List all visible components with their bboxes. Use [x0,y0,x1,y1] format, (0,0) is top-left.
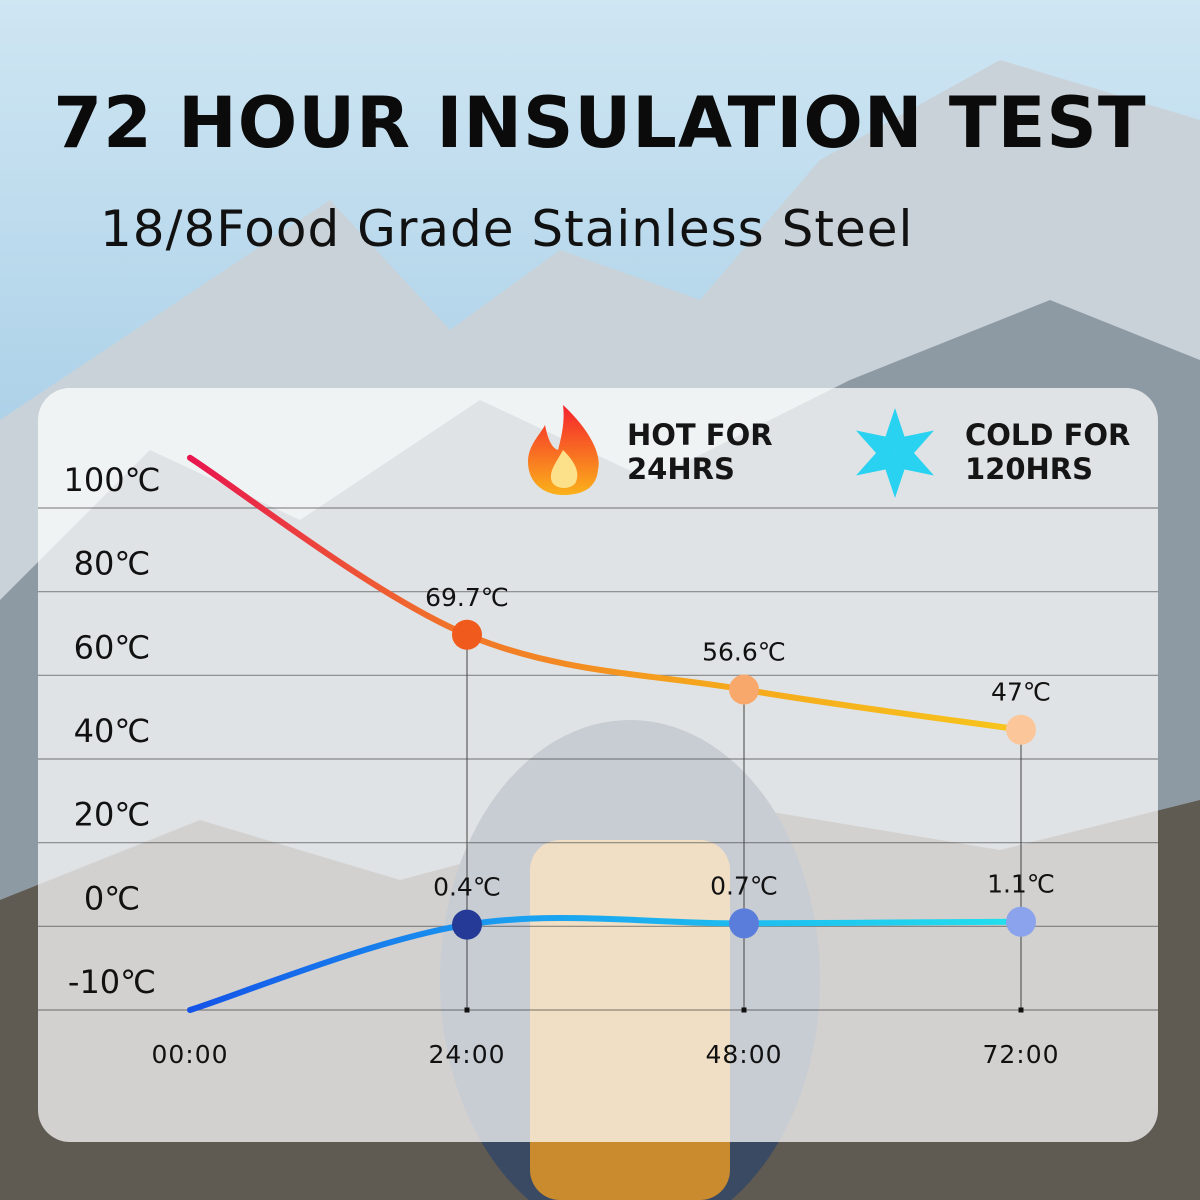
data-point [452,909,482,940]
data-label: 0.7℃ [710,871,778,900]
data-label: 1.1℃ [987,870,1055,899]
series-line [187,915,1024,1013]
legend-entry: HOT FOR 24HRS [627,418,773,486]
data-point [729,674,759,705]
y-tick-label: 0℃ [84,879,140,917]
x-tick-mark [464,1007,470,1013]
data-label: 69.7℃ [425,583,509,612]
data-label: 0.4℃ [433,873,501,902]
y-tick-label: 60℃ [74,628,151,666]
x-tick-label: 00:00 [151,1040,228,1069]
legend-entry: COLD FOR 120HRS [965,418,1131,486]
data-point [452,619,482,650]
x-tick-mark [1018,1007,1024,1013]
data-label: 56.6℃ [702,638,786,667]
y-tick-label: 80℃ [74,545,151,583]
y-tick-label: 20℃ [74,796,151,834]
data-point [1006,714,1036,745]
x-tick-mark [741,1007,747,1013]
chart-subtitle: 18/8Food Grade Stainless Steel [100,200,914,258]
data-point [1006,906,1036,937]
y-tick-label: 100℃ [63,461,160,499]
data-point [729,908,759,939]
y-tick-label: -10℃ [68,963,156,1001]
x-tick-label: 72:00 [982,1040,1059,1069]
y-tick-label: 40℃ [74,712,151,750]
chart-panel [38,388,1158,1142]
chart-title: 72 HOUR INSULATION TEST [53,82,1147,164]
data-label: 47℃ [991,678,1051,707]
x-tick-label: 48:00 [705,1040,782,1069]
series-line [187,454,1024,733]
x-tick-label: 24:00 [428,1040,505,1069]
hot-icon [528,405,599,495]
cold-icon [856,408,934,498]
